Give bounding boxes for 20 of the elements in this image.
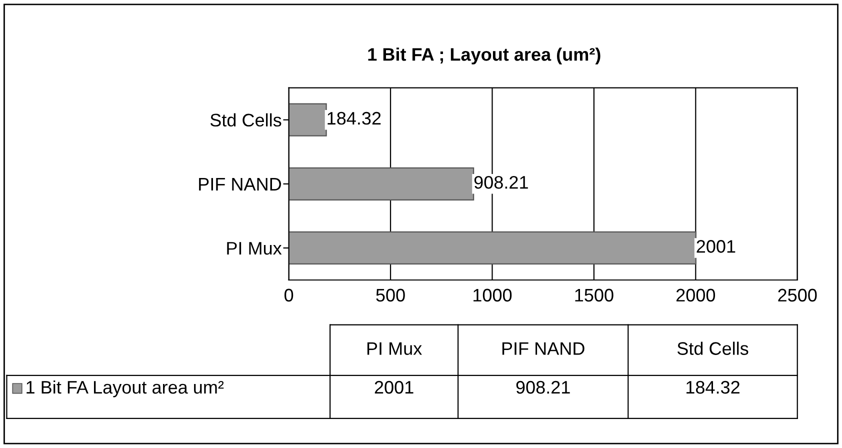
x-tick-label: 0	[284, 288, 294, 302]
category-label: PI Mux	[367, 342, 422, 355]
y-tick-label: PI Mux	[227, 242, 282, 255]
x-tick-label: 1500	[575, 288, 614, 302]
y-tick-label: PIF NAND	[199, 178, 281, 190]
y-tick-label: Std Cells	[210, 113, 282, 127]
data-label: 908.21	[474, 176, 528, 189]
data-label: 184.32	[328, 112, 381, 125]
category-label: PIF NAND	[502, 342, 584, 355]
x-tick-label: 1000	[474, 288, 512, 302]
x-tick-label: 2500	[778, 288, 817, 302]
legend-label: 1 Bit FA Layout area um²	[26, 380, 224, 398]
x-tick-label: 500	[376, 288, 405, 302]
data-label: 2001	[696, 240, 736, 253]
chart-title: 1 Bit FA ; Layout area (um²)	[368, 48, 600, 64]
category-label: Std Cells	[677, 342, 748, 355]
x-tick-label: 2000	[676, 288, 716, 302]
text: 184.32	[686, 380, 740, 394]
text: 2001	[374, 380, 414, 394]
text: 908.21	[516, 380, 570, 394]
